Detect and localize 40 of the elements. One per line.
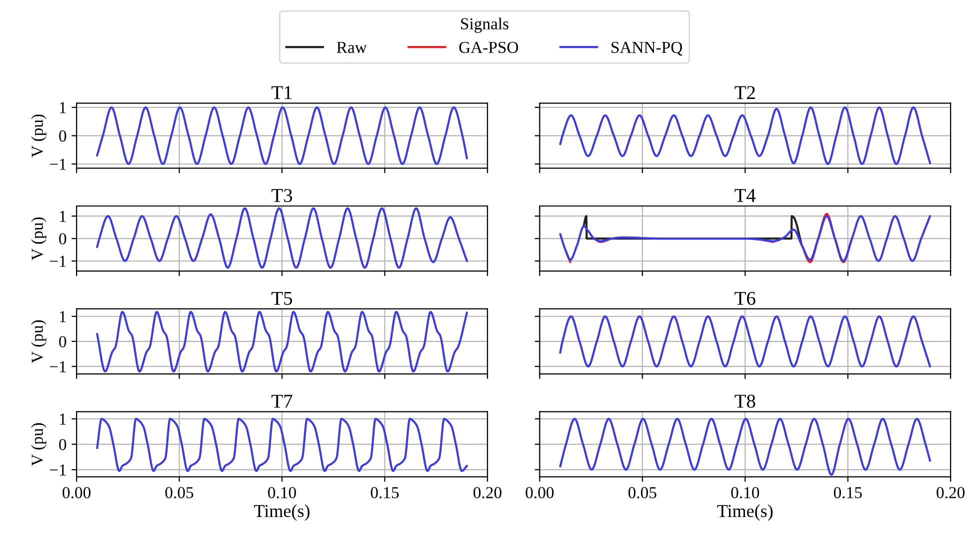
y-tick-label: 1: [60, 102, 66, 114]
chart-title: T3: [272, 188, 292, 202]
x-tick-label: 0.05: [628, 487, 656, 498]
legend-label: GA-PSO: [459, 42, 518, 54]
y-axis-title: V (pu): [31, 320, 46, 364]
x-tick-label: 0.20: [936, 487, 965, 498]
chart-title: T6: [734, 292, 756, 305]
legend-label: Raw: [336, 42, 367, 54]
x-tick-label: 0.10: [731, 487, 760, 498]
y-tick-label: 0: [59, 130, 66, 142]
chart-title: T8: [734, 394, 756, 408]
chart-title: T2: [734, 86, 755, 99]
x-tick-label: 0.15: [370, 487, 399, 498]
x-tick-label: 0.15: [834, 487, 862, 498]
y-tick-label: 1: [60, 311, 66, 322]
y-tick-label: 0: [59, 438, 66, 450]
x-axis-title: Time(s): [254, 504, 310, 521]
y-tick-label: −1: [50, 158, 66, 170]
x-tick-label: 0.00: [526, 487, 554, 498]
y-tick-label: −1: [50, 464, 66, 476]
y-tick-label: 0: [59, 233, 66, 244]
legend-title: Signals: [461, 18, 508, 33]
legend-label: SANN-PQ: [612, 42, 682, 56]
y-axis-title: V (pu): [31, 217, 46, 260]
y-tick-label: −1: [50, 361, 66, 372]
chart-title: T5: [272, 292, 292, 305]
chart-title: T1: [272, 86, 292, 99]
y-axis-title: V (pu): [31, 114, 46, 158]
x-tick-label: 0.05: [165, 487, 194, 498]
x-tick-label: 0.10: [268, 487, 296, 498]
y-tick-label: −1: [50, 256, 66, 267]
y-tick-label: 1: [60, 210, 66, 222]
chart-title: T7: [272, 394, 292, 408]
y-tick-label: 0: [59, 336, 66, 348]
x-tick-label: 0.20: [474, 487, 502, 498]
y-axis-title: V (pu): [31, 423, 46, 466]
y-tick-label: 1: [60, 414, 66, 425]
x-tick-label: 0.00: [62, 487, 90, 498]
x-axis-title: Time(s): [717, 504, 773, 521]
chart-title: T4: [734, 189, 756, 202]
